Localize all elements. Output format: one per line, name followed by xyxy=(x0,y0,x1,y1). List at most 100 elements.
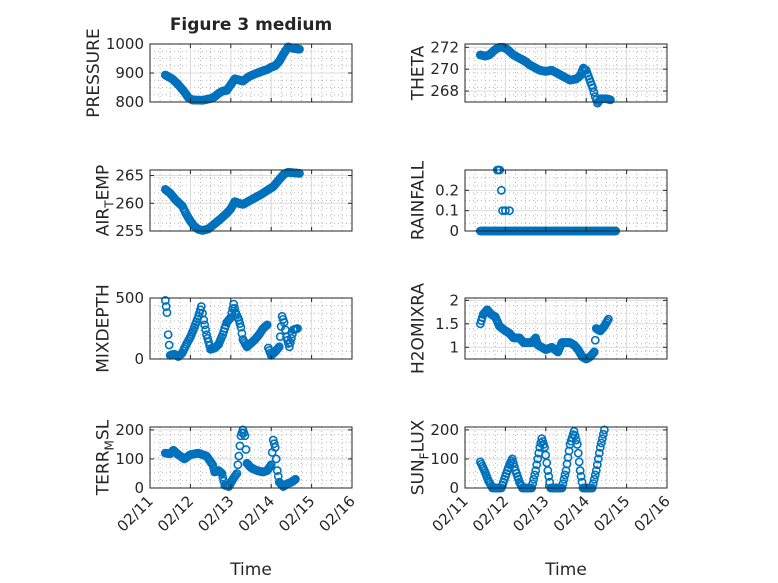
data-point xyxy=(597,434,607,444)
data-point xyxy=(241,445,251,454)
data-point xyxy=(543,466,553,475)
axes-frame xyxy=(464,43,668,103)
data-point xyxy=(224,315,234,325)
data-point xyxy=(161,302,171,311)
data-point xyxy=(237,328,247,338)
y-tick-label: 0 xyxy=(449,479,459,497)
subplot-h2omixra: 1 1.5 2 H2OMIXRA xyxy=(408,283,668,374)
data-point xyxy=(500,206,510,216)
axes-frame xyxy=(464,169,668,232)
data-point xyxy=(588,83,598,93)
data-point xyxy=(589,474,599,484)
data-point xyxy=(572,440,582,449)
data-point xyxy=(559,474,569,484)
y-tick-label: 800 xyxy=(115,93,144,111)
data-point xyxy=(588,348,598,358)
x-axis-label-left: Time xyxy=(229,560,272,580)
x-tick-label: 02/14 xyxy=(550,492,593,535)
y-tick-label: 100 xyxy=(430,450,459,468)
data-point xyxy=(598,429,608,439)
data-point xyxy=(201,325,211,335)
data-point xyxy=(596,438,606,448)
data-point xyxy=(589,87,599,97)
data-point xyxy=(217,469,227,478)
y-axis-label: TERRMSL xyxy=(93,419,116,496)
y-tick-label: 270 xyxy=(430,60,459,78)
axes-frame xyxy=(149,297,353,360)
data-point xyxy=(295,44,304,54)
data-point xyxy=(293,324,302,333)
subplot-rainfall: 0 0.1 0.2 RAINFALL xyxy=(408,160,668,240)
x-tick-label: 02/16 xyxy=(631,492,674,535)
data-point xyxy=(505,206,514,216)
x-tick-label: 02/15 xyxy=(590,492,633,535)
data-point xyxy=(270,442,280,452)
data-point xyxy=(590,335,600,345)
y-tick-label: 100 xyxy=(115,450,144,468)
x-tick-label: 02/11 xyxy=(114,492,157,535)
data-point xyxy=(235,319,245,329)
data-point xyxy=(273,343,283,353)
marker-series-mixdepth xyxy=(160,296,302,361)
data-point xyxy=(590,470,600,480)
data-point xyxy=(496,185,506,195)
data-point xyxy=(558,479,568,489)
y-tick-label: 0.1 xyxy=(435,202,459,220)
data-point xyxy=(274,342,284,352)
y-tick-label: 260 xyxy=(115,194,144,212)
y-tick-label: 200 xyxy=(115,421,144,439)
data-point xyxy=(575,466,585,475)
y-axis-label: THETA xyxy=(408,45,428,101)
data-point xyxy=(528,479,538,489)
data-point xyxy=(594,448,604,458)
data-point xyxy=(532,460,542,470)
y-tick-label: 1 xyxy=(449,338,459,356)
y-tick-label: 1.5 xyxy=(435,315,459,333)
x-tick-label: 02/13 xyxy=(509,492,552,535)
data-point xyxy=(162,308,172,318)
marker-series-h2omixra xyxy=(475,305,613,364)
y-tick-label: 0.2 xyxy=(435,181,459,199)
y-tick-label: 0 xyxy=(134,479,144,497)
data-point xyxy=(604,314,613,324)
data-point xyxy=(234,451,244,461)
data-point xyxy=(571,435,581,445)
data-point xyxy=(589,347,599,357)
data-point xyxy=(592,460,602,470)
data-point xyxy=(199,315,209,325)
x-tick-label: 02/15 xyxy=(275,492,318,535)
data-point xyxy=(570,431,580,441)
data-point xyxy=(232,469,242,478)
data-point xyxy=(576,471,586,481)
x-tick-label: 02/14 xyxy=(235,492,278,535)
data-point xyxy=(606,95,615,105)
data-point xyxy=(160,296,170,305)
data-point xyxy=(260,322,270,332)
data-point xyxy=(271,454,281,464)
marker-series-theta xyxy=(475,42,615,108)
data-point xyxy=(272,466,282,475)
data-point xyxy=(200,320,210,330)
data-point xyxy=(284,342,294,352)
data-point xyxy=(573,448,583,458)
data-point xyxy=(595,442,605,452)
data-point xyxy=(272,344,282,354)
axes-frame xyxy=(149,426,353,489)
y-axis-label: AIRTEMP xyxy=(93,165,116,236)
y-axis-label: PRESSURE xyxy=(84,28,104,117)
data-point xyxy=(216,468,226,477)
marker-series-terr_msl xyxy=(160,425,300,491)
y-tick-label: 1000 xyxy=(106,35,144,53)
y-axis-label: H2OMIXRA xyxy=(408,283,428,374)
y-tick-label: 265 xyxy=(115,167,144,185)
data-point xyxy=(593,454,603,464)
data-point xyxy=(569,426,579,436)
data-point xyxy=(574,457,584,467)
data-point xyxy=(587,349,597,359)
data-point xyxy=(164,340,174,350)
